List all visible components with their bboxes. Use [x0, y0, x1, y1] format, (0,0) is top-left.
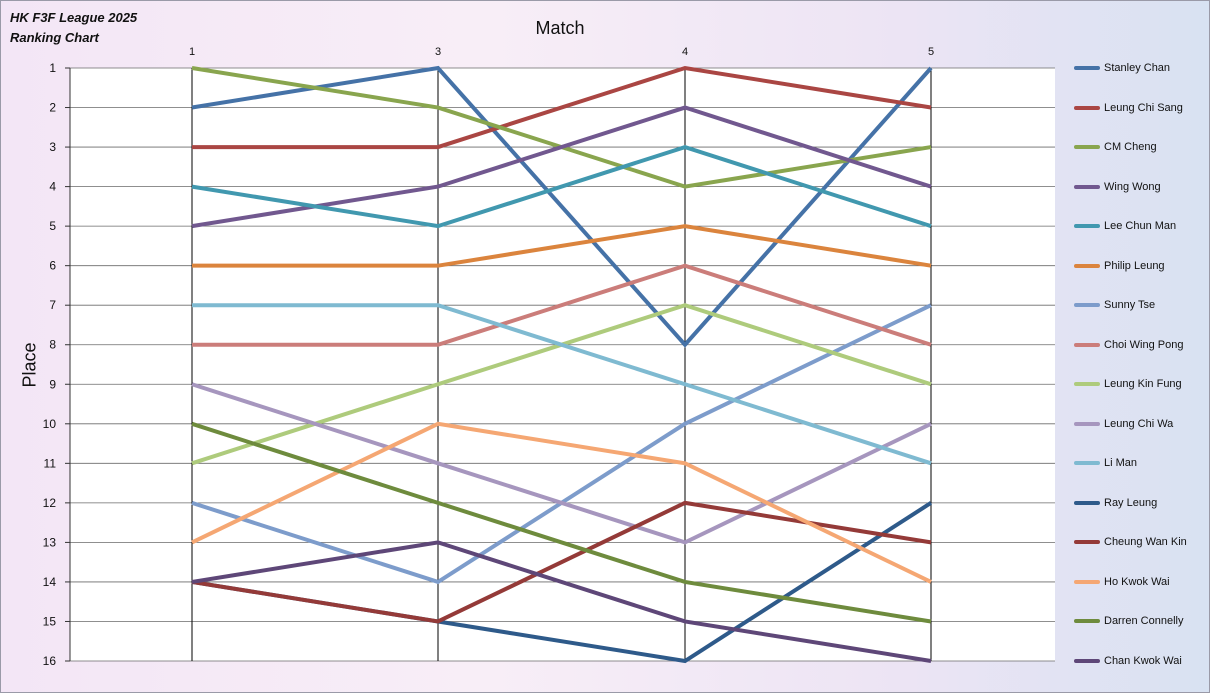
- legend-item: Leung Chi Sang: [1074, 100, 1183, 116]
- legend-item: Leung Chi Wa: [1074, 416, 1173, 432]
- legend-label: Ho Kwok Wai: [1104, 575, 1170, 588]
- y-tick-label: 7: [49, 298, 56, 312]
- y-tick-label: 11: [44, 456, 57, 470]
- legend-label: Li Man: [1104, 457, 1138, 470]
- legend-swatch: [1074, 579, 1100, 584]
- legend-swatch: [1074, 263, 1100, 268]
- y-tick-label: 1: [49, 61, 56, 75]
- y-tick-label: 5: [49, 219, 56, 233]
- y-tick-label: 2: [49, 101, 56, 115]
- x-tick-label: 1: [189, 46, 195, 58]
- legend-swatch: [1074, 224, 1100, 229]
- legend-item: Choi Wing Pong: [1074, 337, 1184, 353]
- legend-label: Choi Wing Pong: [1104, 338, 1184, 351]
- legend-swatch: [1074, 421, 1100, 426]
- y-tick-label: 14: [43, 575, 57, 589]
- legend-swatch: [1074, 461, 1100, 466]
- y-tick-label: 4: [49, 180, 56, 194]
- y-tick-label: 3: [49, 140, 56, 154]
- y-tick-label: 10: [43, 417, 57, 431]
- legend-swatch: [1074, 105, 1100, 110]
- x-tick-label: 4: [682, 46, 688, 58]
- series-line: [191, 421, 932, 624]
- series-line: [192, 224, 932, 268]
- legend-item: Cheung Wan Kin: [1074, 534, 1187, 550]
- legend-swatch: [1074, 659, 1100, 663]
- series-line: [192, 65, 932, 150]
- y-tick-label: 8: [49, 338, 56, 352]
- y-tick-label: 12: [43, 496, 57, 510]
- series-line: [192, 303, 932, 466]
- legend-item: Lee Chun Man: [1074, 218, 1176, 234]
- y-tick-label: 9: [49, 377, 56, 391]
- y-tick-label: 13: [43, 535, 57, 549]
- legend-label: Leung Kin Fung: [1104, 378, 1182, 391]
- legend-item: Darren Connelly: [1074, 613, 1183, 629]
- x-axis-title: Match: [535, 18, 585, 38]
- series-line: [191, 421, 932, 584]
- x-tick-label: 5: [928, 46, 934, 58]
- chart-title-line2: Ranking Chart: [10, 30, 99, 45]
- legend-swatch: [1074, 66, 1100, 70]
- legend-label: Darren Connelly: [1104, 615, 1184, 628]
- legend-label: Sunny Tse: [1104, 299, 1156, 312]
- legend-item: Ray Leung: [1074, 495, 1157, 511]
- legend-label: Leung Chi Sang: [1104, 101, 1183, 114]
- series-line: [191, 382, 932, 545]
- legend-item: Wing Wong: [1074, 179, 1161, 195]
- legend-item: CM Cheng: [1074, 139, 1157, 155]
- series-line: [191, 144, 932, 229]
- legend-label: Leung Chi Wa: [1104, 417, 1174, 430]
- legend-item: Chan Kwok Wai: [1074, 653, 1182, 669]
- legend-item: Sunny Tse: [1074, 297, 1155, 313]
- legend-label: Chan Kwok Wai: [1104, 655, 1182, 667]
- y-tick-label: 6: [49, 259, 56, 273]
- series-line: [191, 540, 932, 663]
- legend-swatch: [1074, 303, 1100, 308]
- legend-label: Lee Chun Man: [1104, 220, 1177, 233]
- legend-swatch: [1074, 382, 1100, 387]
- chart-title-line1: HK F3F League 2025: [10, 10, 138, 25]
- legend-item: Philip Leung: [1074, 258, 1165, 274]
- legend-label: Ray Leung: [1104, 496, 1158, 509]
- legend-item: Stanley Chan: [1074, 60, 1170, 76]
- x-tick-label: 3: [435, 46, 441, 58]
- y-tick-label: 16: [43, 654, 57, 668]
- y-tick-label: 15: [43, 614, 57, 628]
- legend-swatch: [1074, 342, 1100, 347]
- legend-swatch: [1074, 145, 1100, 150]
- legend-label: Cheung Wan Kin: [1104, 536, 1187, 549]
- legend-label: Wing Wong: [1104, 180, 1161, 193]
- legend-swatch: [1074, 184, 1100, 189]
- legend-label: Stanley Chan: [1104, 62, 1171, 74]
- legend-item: Leung Kin Fung: [1074, 376, 1182, 392]
- series-line: [192, 263, 932, 347]
- legend-swatch: [1074, 500, 1100, 505]
- legend-swatch: [1074, 540, 1100, 545]
- legend-label: CM Cheng: [1104, 141, 1157, 154]
- legend-item: Li Man: [1074, 455, 1137, 471]
- legend-swatch: [1074, 619, 1100, 624]
- legend-label: Philip Leung: [1104, 259, 1165, 272]
- chart-title: HK F3F League 2025 Ranking Chart: [10, 8, 137, 48]
- legend-item: Ho Kwok Wai: [1074, 574, 1170, 590]
